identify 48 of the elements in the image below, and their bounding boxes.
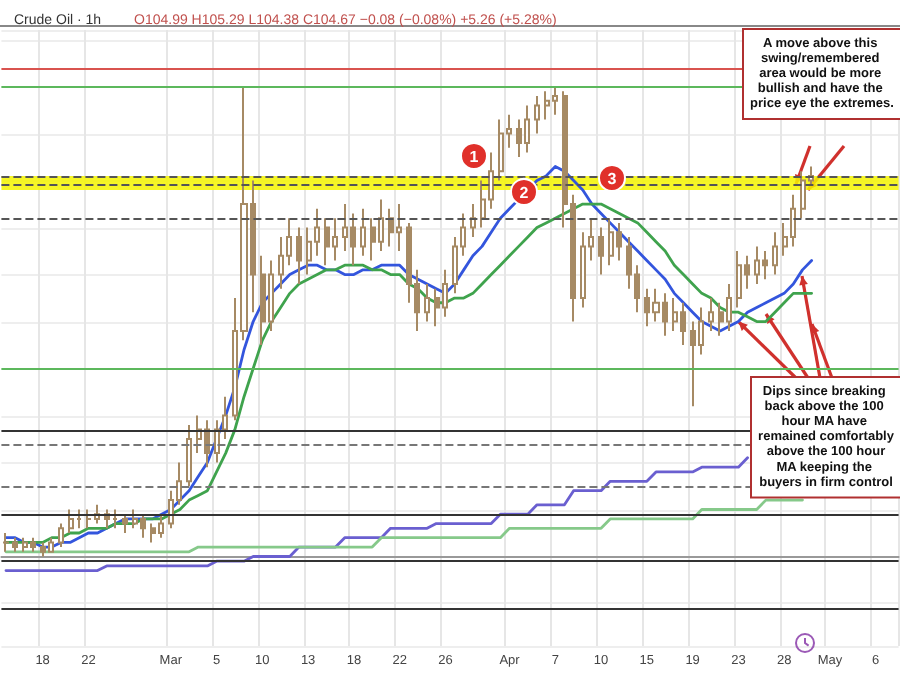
- candlestick: [140, 513, 146, 539]
- candlestick: [332, 217, 338, 262]
- candlestick: [132, 508, 138, 530]
- candlestick: [296, 226, 302, 285]
- candlestick: [470, 203, 476, 238]
- candlestick: [552, 85, 558, 116]
- candlestick: [754, 245, 760, 285]
- candlestick: [680, 301, 686, 347]
- candlestick: [360, 207, 366, 257]
- candlestick: [30, 536, 36, 553]
- annotation: 3: [607, 170, 618, 188]
- candlestick: [158, 513, 164, 539]
- candlestick: [800, 170, 806, 220]
- candlestick: [762, 250, 768, 281]
- candlestick: [708, 297, 714, 332]
- candlestick: [608, 217, 614, 267]
- candlestick: [424, 282, 430, 323]
- candlestick: [396, 203, 402, 253]
- candlestick: [260, 254, 266, 347]
- candlestick: [68, 508, 74, 534]
- candlestick: [186, 423, 192, 488]
- candlestick: [616, 221, 622, 262]
- candlestick: [598, 226, 604, 276]
- candlestick: [772, 231, 778, 276]
- candlestick: [790, 193, 796, 248]
- candlestick: [498, 118, 504, 182]
- candlestick: [2, 532, 10, 553]
- candlestick: [86, 508, 92, 530]
- candlestick: [40, 541, 46, 558]
- candlestick: [442, 268, 448, 318]
- candlestick: [76, 508, 82, 530]
- candlestick: [112, 508, 118, 530]
- candlestick: [726, 282, 732, 332]
- candlestick: [388, 207, 394, 248]
- candlestick: [122, 513, 128, 534]
- candlestick: [378, 198, 384, 253]
- candlestick: [350, 212, 356, 267]
- candlestick: [544, 90, 550, 121]
- annotation: 2: [519, 184, 530, 202]
- candlestick: [48, 536, 54, 553]
- candlestick: [534, 95, 540, 135]
- candlestick: [736, 250, 742, 309]
- candlestick: [22, 536, 28, 553]
- candlestick: [150, 522, 156, 544]
- candlestick: [58, 522, 64, 549]
- candlestick: [524, 104, 530, 154]
- annotation: 1: [469, 148, 480, 166]
- candlestick: [324, 217, 330, 267]
